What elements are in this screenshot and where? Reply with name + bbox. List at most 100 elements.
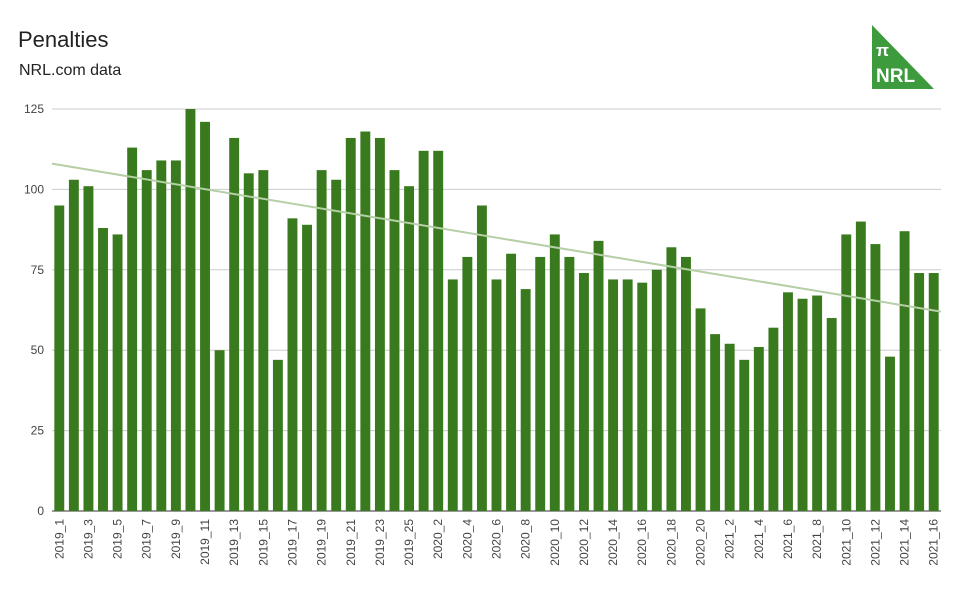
x-tick-label: 2020_10	[548, 519, 562, 566]
bar	[447, 279, 458, 511]
bar	[724, 343, 735, 511]
bars	[54, 109, 939, 512]
bar	[826, 318, 837, 511]
x-tick-label: 2021_8	[810, 519, 824, 559]
x-tick-label: 2020_4	[460, 519, 474, 559]
bar	[899, 231, 910, 511]
bar	[68, 179, 79, 511]
bar	[302, 224, 312, 511]
x-tick-label: 2021_12	[868, 519, 882, 566]
y-tick-label: 0	[37, 504, 44, 518]
bar	[200, 121, 210, 511]
x-tick-label: 2021_6	[781, 519, 795, 559]
bar	[272, 359, 283, 511]
x-tick-label: 2019_13	[227, 519, 241, 566]
trendline	[51, 162, 942, 313]
y-tick-label: 125	[24, 102, 44, 116]
bar	[374, 137, 385, 511]
x-tick-label: 2020_6	[490, 519, 504, 559]
bar	[506, 253, 517, 511]
x-tick-label: 2021_14	[898, 519, 912, 566]
bar	[564, 256, 575, 511]
bar	[753, 346, 764, 511]
bar	[229, 137, 240, 511]
bar	[389, 170, 400, 511]
x-tick-label: 2019_7	[140, 519, 154, 559]
bar	[214, 350, 225, 511]
x-tick-label: 2019_23	[373, 519, 387, 566]
bar	[54, 205, 65, 512]
bar	[127, 147, 138, 512]
bar	[360, 131, 371, 511]
bar	[637, 282, 648, 511]
bar	[345, 137, 356, 511]
bar	[185, 109, 196, 511]
bar	[316, 170, 327, 511]
bar	[681, 256, 691, 511]
x-tick-label: 2019_1	[52, 519, 66, 559]
y-tick-label: 100	[24, 182, 44, 196]
x-tick-label: 2020_14	[606, 519, 620, 566]
bar	[768, 327, 779, 511]
bar	[841, 234, 852, 511]
logo-pi-text: π	[876, 41, 889, 60]
bar	[418, 150, 429, 512]
x-tick-label: 2019_5	[111, 519, 125, 559]
trendline-group	[51, 162, 942, 313]
pi-nrl-logo-icon: π NRL	[872, 25, 934, 89]
bar	[476, 205, 487, 512]
bar	[462, 256, 473, 511]
bar	[914, 273, 925, 511]
x-tick-label: 2020_20	[694, 519, 708, 566]
bar	[287, 218, 298, 511]
bar	[608, 279, 619, 511]
x-tick-label: 2019_19	[315, 519, 329, 566]
bar	[170, 160, 181, 511]
x-tick-label: 2021_4	[752, 519, 766, 559]
bar	[112, 234, 123, 511]
bar	[404, 186, 415, 511]
bar	[491, 279, 502, 511]
x-tick-label: 2021_10	[839, 519, 853, 566]
bar	[797, 298, 808, 511]
bar	[258, 170, 269, 511]
x-tick-label: 2019_9	[169, 519, 183, 559]
bar	[83, 186, 94, 511]
bar	[578, 273, 589, 511]
x-tick-label: 2019_11	[198, 519, 212, 565]
bar	[520, 289, 531, 511]
bar	[156, 160, 167, 511]
x-tick-label: 2019_17	[285, 519, 299, 566]
x-tick-label: 2020_8	[519, 519, 533, 559]
chart-title: Penalties	[18, 27, 109, 52]
bar	[710, 334, 721, 511]
bar	[243, 173, 254, 511]
y-tick-label: 25	[31, 424, 45, 438]
bar	[928, 273, 939, 511]
y-tick-label: 50	[31, 343, 45, 357]
bar	[739, 359, 750, 511]
bar	[549, 234, 560, 511]
x-axis-ticks: 2019_1 2019_3 2019_5 2019_7 2019_9 2019_11 201…	[52, 519, 940, 566]
bar	[870, 244, 881, 511]
x-tick-label: 2019_3	[81, 519, 95, 559]
bar	[783, 292, 793, 511]
x-tick-label: 2020_12	[577, 519, 591, 566]
bar	[651, 269, 662, 511]
x-tick-label: 2021_2	[723, 519, 737, 559]
bar	[666, 247, 677, 511]
x-tick-label: 2019_25	[402, 519, 416, 566]
bar	[695, 308, 706, 511]
bar	[331, 179, 342, 511]
bar	[812, 295, 823, 511]
x-tick-label: 2020_2	[431, 519, 445, 559]
bar	[622, 279, 633, 511]
bar	[535, 256, 546, 511]
y-tick-label: 75	[31, 263, 45, 277]
bar	[593, 240, 604, 511]
bar	[141, 170, 152, 511]
bar	[98, 227, 108, 511]
x-tick-label: 2020_18	[664, 519, 678, 566]
y-axis-ticks: 0 25 50 75 100 125	[24, 102, 44, 518]
